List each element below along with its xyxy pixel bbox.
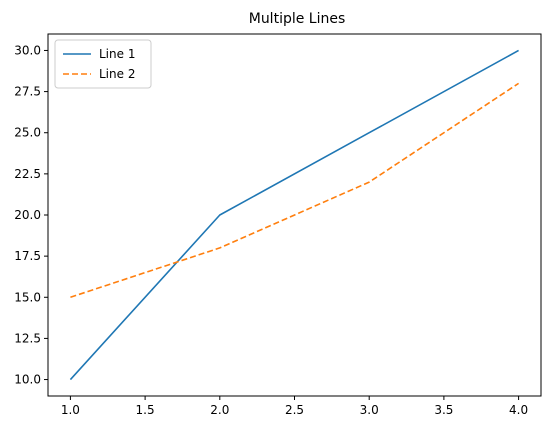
- x-tick-label: 1.5: [136, 403, 155, 417]
- x-tick-label: 3.5: [434, 403, 453, 417]
- y-axis: 10.0 12.5 15.0 17.5 20.0 22.5 25.0 27.5 30.0: [14, 43, 48, 387]
- x-tick-label: 4.0: [509, 403, 528, 417]
- legend-label-2: Line 2: [99, 67, 135, 81]
- x-axis: 1.0 1.5 2.0 2.5 3.0 3.5 4.0: [61, 396, 528, 417]
- y-tick-label: 22.5: [14, 167, 41, 181]
- y-tick-label: 20.0: [14, 208, 41, 222]
- y-tick-label: 25.0: [14, 126, 41, 140]
- series-line-1: [69, 49, 519, 381]
- y-tick-label: 17.5: [14, 249, 41, 263]
- legend: Line 1 Line 2: [54, 39, 152, 89]
- y-tick-label: 12.5: [14, 331, 41, 345]
- x-tick-label: 2.0: [210, 403, 229, 417]
- y-tick-label: 15.0: [14, 290, 41, 304]
- legend-label-1: Line 1: [99, 47, 135, 61]
- x-tick-label: 2.5: [285, 403, 304, 417]
- series-line-2: [70, 82, 520, 299]
- series-layer: [69, 49, 520, 381]
- legend-box: [54, 39, 152, 89]
- x-tick-label: 3.0: [360, 403, 379, 417]
- y-tick-label: 30.0: [14, 43, 41, 57]
- y-tick-label: 27.5: [14, 85, 41, 99]
- y-tick-label: 10.0: [14, 373, 41, 387]
- chart-title: Multiple Lines: [249, 11, 346, 27]
- x-tick-label: 1.0: [61, 403, 80, 417]
